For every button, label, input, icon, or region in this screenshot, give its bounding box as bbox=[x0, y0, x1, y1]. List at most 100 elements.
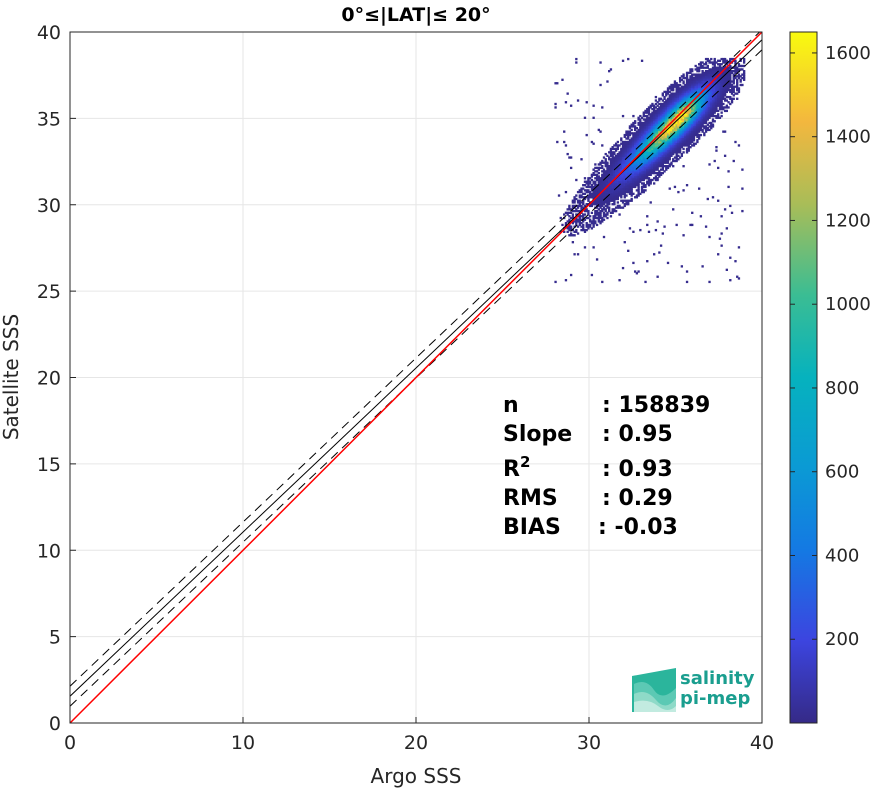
density-cell bbox=[633, 151, 637, 154]
density-cell bbox=[673, 97, 677, 100]
density-cell bbox=[640, 144, 644, 147]
density-cell bbox=[706, 118, 709, 121]
density-cell bbox=[653, 142, 656, 145]
density-cell bbox=[651, 111, 654, 114]
density-cell bbox=[658, 99, 661, 102]
density-cell bbox=[661, 114, 664, 118]
density-cell bbox=[677, 146, 680, 149]
density-cell bbox=[647, 171, 651, 175]
density-cell bbox=[684, 90, 687, 94]
density-cell bbox=[639, 139, 642, 142]
density-cell bbox=[661, 123, 664, 126]
density-cell bbox=[644, 175, 647, 178]
density-cell bbox=[732, 82, 735, 85]
density-cell bbox=[647, 151, 651, 154]
density-cell bbox=[582, 203, 585, 206]
density-cell bbox=[737, 64, 741, 68]
density-cell bbox=[717, 85, 720, 88]
density-cell bbox=[625, 168, 628, 171]
density-cell bbox=[623, 190, 626, 194]
density-cell bbox=[611, 209, 614, 213]
density-cell bbox=[697, 127, 701, 130]
density-cell bbox=[701, 61, 704, 64]
density-cell bbox=[725, 95, 728, 99]
density-cell bbox=[680, 92, 684, 95]
density-cell bbox=[703, 121, 706, 125]
density-cell bbox=[639, 158, 642, 161]
density-cell bbox=[694, 83, 697, 87]
density-cell bbox=[675, 130, 678, 133]
density-cell bbox=[730, 92, 734, 95]
density-cell bbox=[672, 137, 675, 140]
density-cell bbox=[663, 152, 666, 156]
density-cell bbox=[675, 147, 678, 151]
density-cell bbox=[620, 194, 623, 197]
density-cell bbox=[621, 189, 625, 192]
density-cell bbox=[663, 149, 666, 152]
density-cell bbox=[637, 171, 640, 175]
density-cell bbox=[611, 187, 614, 190]
density-cell bbox=[640, 59, 644, 62]
density-cell bbox=[602, 182, 606, 185]
density-cell bbox=[742, 75, 746, 78]
density-cell bbox=[656, 118, 659, 121]
density-cell bbox=[639, 140, 642, 144]
density-cell bbox=[675, 97, 678, 100]
density-cell bbox=[651, 137, 654, 140]
density-cell bbox=[715, 114, 718, 118]
density-cell bbox=[628, 184, 632, 187]
density-cell bbox=[611, 173, 614, 176]
density-cell bbox=[672, 85, 675, 88]
density-cell bbox=[701, 116, 704, 119]
density-cell bbox=[568, 215, 571, 218]
density-cell bbox=[673, 132, 677, 135]
density-cell bbox=[644, 161, 647, 164]
density-cell bbox=[606, 187, 609, 190]
density-cell bbox=[665, 159, 668, 163]
density-cell bbox=[694, 85, 697, 88]
density-cell bbox=[720, 78, 723, 81]
density-cell bbox=[672, 208, 675, 211]
density-cell bbox=[710, 92, 713, 95]
density-cell bbox=[651, 121, 654, 125]
density-cell bbox=[633, 171, 637, 175]
density-cell bbox=[649, 159, 652, 163]
density-cell bbox=[661, 94, 664, 97]
density-cell bbox=[618, 154, 621, 157]
density-cell bbox=[635, 182, 639, 185]
density-cell bbox=[566, 213, 569, 216]
density-cell bbox=[677, 128, 680, 132]
density-cell bbox=[732, 87, 735, 90]
density-cell bbox=[736, 87, 739, 90]
density-cell bbox=[632, 154, 635, 157]
density-cell bbox=[677, 147, 680, 151]
density-cell bbox=[639, 192, 642, 195]
density-cell bbox=[737, 90, 741, 94]
density-cell bbox=[578, 190, 581, 194]
density-cell bbox=[711, 83, 715, 87]
density-cell bbox=[608, 199, 611, 202]
density-cell bbox=[673, 125, 677, 128]
density-cell bbox=[720, 104, 723, 107]
density-cell bbox=[635, 132, 639, 135]
density-cell bbox=[659, 113, 663, 116]
density-cell bbox=[621, 175, 625, 178]
density-cell bbox=[680, 133, 684, 137]
density-cell bbox=[708, 102, 711, 106]
density-cell bbox=[642, 171, 645, 175]
density-cell bbox=[640, 116, 644, 119]
density-cell bbox=[739, 68, 742, 71]
density-cell bbox=[725, 109, 728, 113]
density-cell bbox=[689, 135, 692, 138]
density-cell bbox=[675, 113, 678, 116]
density-cell bbox=[668, 121, 671, 125]
density-cell bbox=[699, 73, 703, 76]
density-cell bbox=[685, 128, 689, 132]
density-cell bbox=[595, 213, 599, 216]
density-cell bbox=[640, 125, 644, 128]
density-cell bbox=[592, 116, 595, 119]
density-cell bbox=[651, 171, 654, 175]
density-cell bbox=[594, 173, 597, 176]
density-cell bbox=[571, 228, 575, 232]
density-cell bbox=[597, 220, 600, 223]
